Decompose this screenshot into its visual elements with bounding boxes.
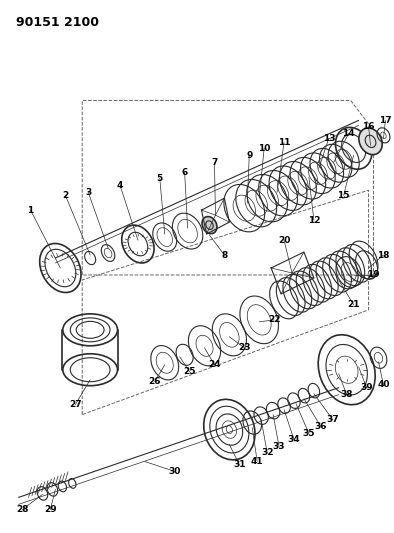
Text: 20: 20 — [278, 236, 290, 245]
Text: 41: 41 — [251, 457, 264, 466]
Text: 36: 36 — [314, 422, 327, 431]
Text: 39: 39 — [360, 383, 373, 392]
Text: 35: 35 — [303, 429, 315, 438]
Text: 19: 19 — [367, 270, 380, 279]
Text: 34: 34 — [288, 435, 300, 444]
Ellipse shape — [359, 128, 382, 155]
Text: 90151 2100: 90151 2100 — [16, 15, 98, 29]
Text: 26: 26 — [149, 377, 161, 386]
Text: 29: 29 — [44, 505, 57, 514]
Text: 9: 9 — [246, 151, 253, 160]
Text: 1: 1 — [28, 206, 33, 215]
Text: 2: 2 — [62, 191, 69, 200]
Text: 27: 27 — [69, 400, 82, 409]
Text: 21: 21 — [348, 301, 360, 309]
Text: 17: 17 — [379, 116, 392, 125]
Text: 16: 16 — [362, 122, 375, 131]
Text: 32: 32 — [261, 448, 273, 457]
Text: 25: 25 — [183, 367, 196, 376]
Text: 31: 31 — [233, 460, 245, 469]
Text: 13: 13 — [323, 134, 335, 143]
Text: 3: 3 — [85, 188, 91, 197]
Text: 37: 37 — [327, 415, 339, 424]
Text: 8: 8 — [221, 251, 227, 260]
Text: 15: 15 — [337, 191, 350, 200]
Text: 6: 6 — [182, 168, 188, 177]
Text: 11: 11 — [278, 138, 290, 147]
Text: 14: 14 — [342, 129, 355, 138]
Text: 30: 30 — [169, 467, 181, 476]
Text: 28: 28 — [16, 505, 29, 514]
Text: 38: 38 — [340, 390, 353, 399]
Text: 23: 23 — [238, 343, 251, 352]
Text: 7: 7 — [211, 158, 217, 167]
Text: 5: 5 — [157, 174, 163, 183]
Text: 40: 40 — [377, 380, 390, 389]
Text: 4: 4 — [117, 181, 123, 190]
Text: 33: 33 — [273, 442, 285, 451]
Text: 10: 10 — [258, 144, 270, 153]
Text: 24: 24 — [208, 360, 221, 369]
Text: 22: 22 — [268, 316, 281, 325]
Text: 12: 12 — [308, 216, 320, 224]
Ellipse shape — [202, 216, 217, 233]
Text: 18: 18 — [377, 251, 390, 260]
